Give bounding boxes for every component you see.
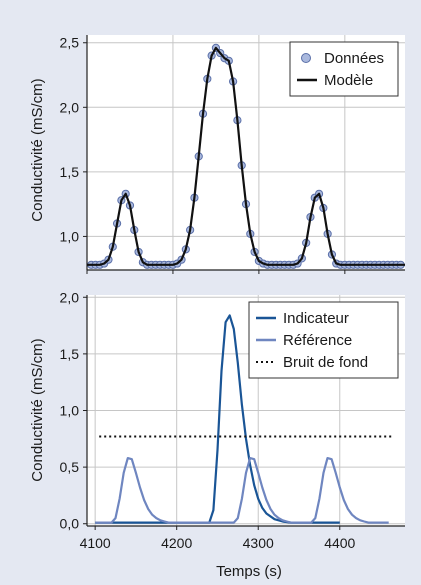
y-tick-label: 2,5 bbox=[60, 35, 80, 51]
legend-label: Bruit de fond bbox=[283, 354, 368, 371]
x-tick-label: 4200 bbox=[161, 535, 192, 551]
legend-marker bbox=[301, 53, 311, 63]
legend-label: Référence bbox=[283, 332, 352, 349]
legend-label: Indicateur bbox=[283, 310, 349, 327]
x-tick-label: 4300 bbox=[243, 535, 274, 551]
y-tick-label: 2,0 bbox=[60, 99, 80, 115]
y-tick-label: 2,0 bbox=[60, 289, 80, 305]
x-axis-label: Temps (s) bbox=[216, 563, 282, 580]
legend-label: Modèle bbox=[324, 72, 373, 89]
x-tick-label: 4400 bbox=[324, 535, 355, 551]
y-tick-label: 1,5 bbox=[60, 164, 80, 180]
y-tick-label: 0,0 bbox=[60, 516, 80, 532]
series-line-0 bbox=[95, 314, 340, 524]
y-axis-label: Conductivité (mS/cm) bbox=[29, 338, 46, 481]
legend-label: Données bbox=[324, 50, 384, 67]
y-tick-label: 1,0 bbox=[60, 228, 80, 244]
y-tick-label: 1,0 bbox=[60, 403, 80, 419]
x-tick-label: 4100 bbox=[80, 535, 111, 551]
legend-box bbox=[289, 41, 399, 97]
y-tick-label: 0,5 bbox=[60, 459, 80, 475]
y-axis-label: Conductivité (mS/cm) bbox=[29, 78, 46, 221]
y-tick-label: 1,5 bbox=[60, 346, 80, 362]
series-line-1 bbox=[87, 46, 405, 266]
series-line-1 bbox=[95, 457, 389, 524]
